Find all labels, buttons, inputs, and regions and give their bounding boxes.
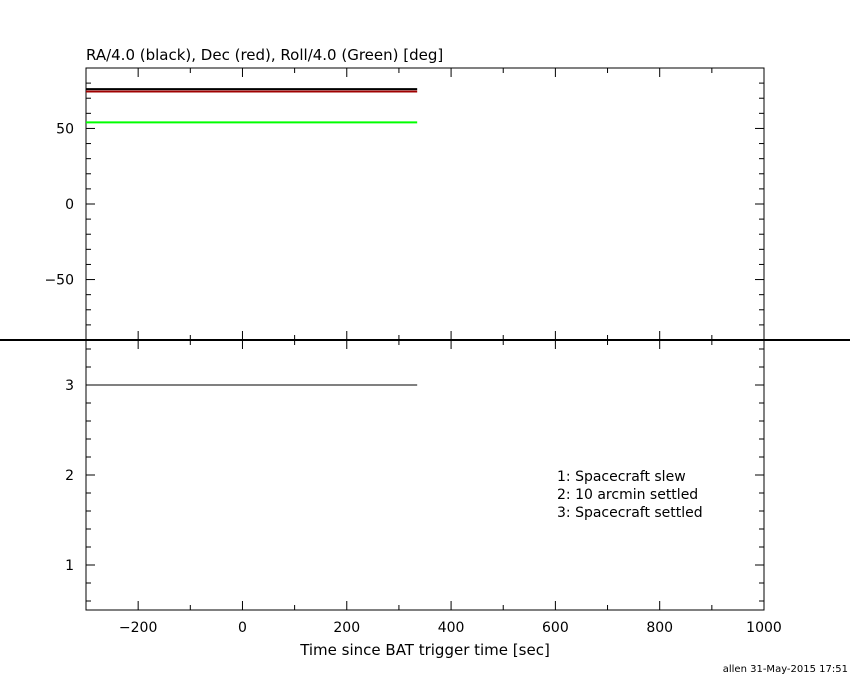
data-series bbox=[86, 88, 418, 386]
panel-frames bbox=[0, 67, 850, 611]
footer-stamp: allen 31-May-2015 17:51 bbox=[723, 664, 848, 675]
chart-text: RA/4.0 (black), Dec (red), Roll/4.0 (Gre… bbox=[44, 46, 848, 675]
x-tick-label: 800 bbox=[646, 620, 673, 636]
legend-line-2: 2: 10 arcmin settled bbox=[557, 487, 698, 503]
axis-ticks bbox=[85, 67, 765, 610]
top-panel-title: RA/4.0 (black), Dec (red), Roll/4.0 (Gre… bbox=[86, 46, 443, 64]
y-tick-label: −50 bbox=[44, 273, 74, 289]
legend-line-1: 1: Spacecraft slew bbox=[557, 469, 686, 485]
x-tick-label: −200 bbox=[119, 620, 157, 636]
y-tick-label: 3 bbox=[65, 378, 74, 394]
y-tick-label: 50 bbox=[56, 121, 74, 137]
x-tick-label: 400 bbox=[438, 620, 465, 636]
legend-line-3: 3: Spacecraft settled bbox=[557, 505, 703, 521]
x-tick-label: 0 bbox=[238, 620, 247, 636]
y-tick-label: 2 bbox=[65, 468, 74, 484]
x-tick-label: 600 bbox=[542, 620, 569, 636]
y-tick-label: 0 bbox=[65, 197, 74, 213]
x-tick-label: 200 bbox=[333, 620, 360, 636]
panel-frame-1 bbox=[85, 67, 765, 341]
x-tick-label: 1000 bbox=[746, 620, 782, 636]
y-tick-label: 1 bbox=[65, 558, 74, 574]
x-axis-label: Time since BAT trigger time [sec] bbox=[299, 641, 550, 659]
